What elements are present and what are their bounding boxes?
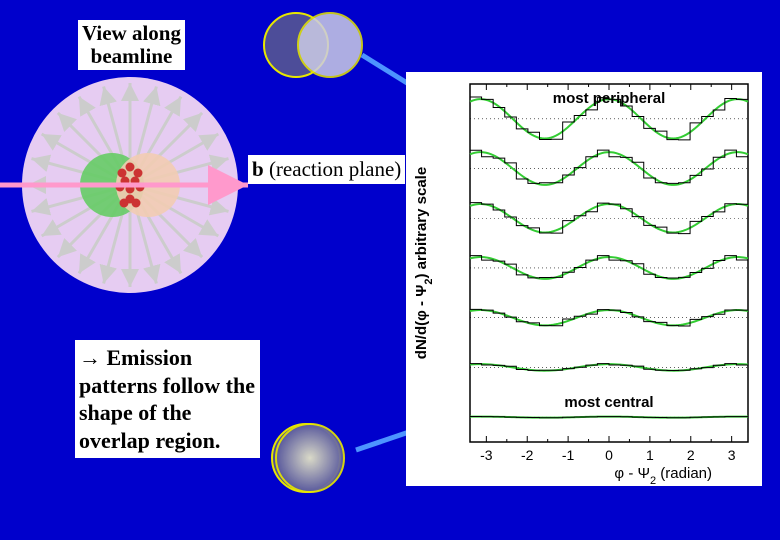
reaction-plane-label: b (reaction plane) (248, 155, 405, 184)
overlap-central-icon (258, 418, 358, 498)
svg-text:dN/d(φ - Ψ2) arbitrary scale: dN/d(φ - Ψ2) arbitrary scale (413, 167, 435, 359)
view-along-beamline-label: View along beamline (78, 20, 185, 70)
emission-caption: → Emission patterns follow the shape of … (75, 340, 260, 458)
overlap-peripheral-icon (258, 10, 368, 80)
flow-plot: -3 -2 -1 0 1 2 3 most peripheral most central φ -… (406, 72, 762, 486)
svg-text:φ - Ψ2 (radian): φ - Ψ2 (radian) (614, 465, 712, 486)
svg-text:2: 2 (687, 447, 695, 463)
svg-text:0: 0 (605, 447, 613, 463)
svg-text:1: 1 (646, 447, 654, 463)
svg-text:-3: -3 (480, 447, 493, 463)
svg-text:-2: -2 (521, 447, 534, 463)
svg-text:3: 3 (728, 447, 736, 463)
emission-diagram (20, 75, 240, 295)
svg-text:most central: most central (564, 394, 653, 411)
svg-text:-1: -1 (562, 447, 575, 463)
svg-text:most peripheral: most peripheral (553, 90, 666, 107)
